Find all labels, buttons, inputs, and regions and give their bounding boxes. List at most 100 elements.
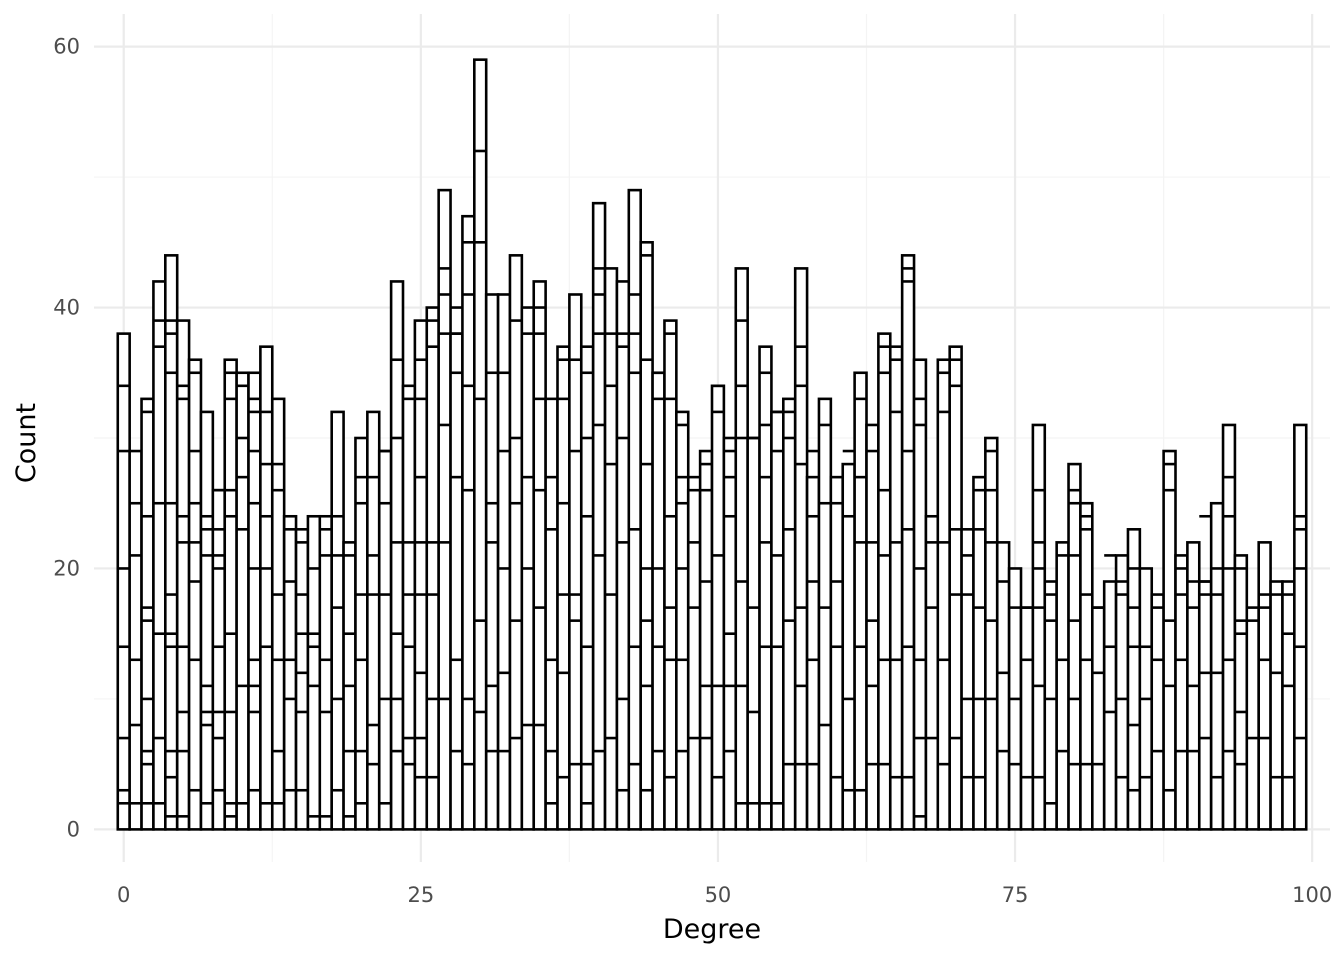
histogram-bar — [211, 488, 227, 831]
bar-outline — [675, 410, 690, 831]
histogram-bar — [128, 449, 143, 831]
bar-outline — [1221, 423, 1237, 831]
histogram-bar — [484, 293, 500, 831]
histogram-bar — [1138, 567, 1154, 831]
bar-outline — [449, 332, 464, 831]
bar-outline — [1162, 449, 1177, 831]
histogram-bar — [1126, 528, 1142, 831]
bar-outline — [686, 488, 702, 831]
bar-outline — [282, 514, 298, 831]
histogram-bar — [793, 267, 809, 831]
histogram-bar — [306, 514, 322, 831]
histogram-bar — [187, 358, 203, 831]
x-axis-title: Degree — [663, 914, 761, 945]
bar-outline — [556, 345, 571, 831]
bar-outline — [1079, 501, 1094, 831]
y-tick-label: 0 — [67, 817, 80, 841]
bar-outline — [496, 293, 512, 831]
bar-outline — [116, 332, 131, 831]
histogram-bar — [1162, 449, 1177, 831]
bar-outline — [912, 358, 928, 831]
bar-outline — [1043, 580, 1058, 831]
bar-outline — [746, 436, 761, 831]
y-axis-title: Count — [11, 403, 42, 483]
histogram-bar — [865, 423, 880, 831]
histogram-bar — [389, 280, 405, 831]
bar-outline — [354, 436, 369, 831]
histogram-bar — [710, 384, 726, 831]
histogram-bar — [1043, 580, 1058, 831]
histogram-bar — [401, 384, 417, 831]
x-tick-label: 100 — [1292, 883, 1332, 907]
histogram-bar — [1150, 593, 1165, 831]
bar-outline — [318, 514, 333, 831]
bar-outline — [259, 345, 274, 831]
bar-outline — [710, 384, 726, 831]
histogram-bar — [1186, 541, 1201, 831]
bar-outline — [603, 267, 619, 831]
bar-outline — [758, 345, 773, 831]
bar-outline — [473, 58, 488, 831]
bar-outline — [389, 280, 405, 831]
histogram-bar — [591, 201, 607, 831]
histogram-bar — [995, 541, 1011, 831]
histogram-bar — [282, 514, 298, 831]
histogram-bar — [1067, 462, 1082, 831]
bar-outline — [793, 267, 809, 831]
histogram-bar — [568, 293, 583, 831]
bar-outline — [1031, 423, 1047, 831]
histogram-bar — [770, 410, 785, 831]
bar-outline — [1055, 541, 1070, 831]
histogram-bar — [199, 410, 215, 831]
histogram-bar — [888, 345, 904, 831]
histogram-bar — [473, 58, 488, 831]
histogram-bar — [972, 475, 987, 831]
histogram-bar — [1114, 554, 1130, 831]
histogram-bar — [1091, 606, 1106, 831]
y-tick-label: 60 — [53, 35, 80, 59]
bar-outline — [413, 319, 429, 831]
bar-outline — [651, 371, 666, 831]
histogram-bar — [948, 345, 963, 831]
bar-outline — [568, 293, 583, 831]
histogram-bar — [1233, 554, 1249, 831]
bar-outline — [437, 188, 452, 831]
histogram-bar — [1019, 606, 1035, 831]
bar-outline — [484, 293, 500, 831]
bar-outline — [1126, 528, 1142, 831]
histogram-bar — [164, 254, 179, 831]
histogram-bar — [900, 254, 916, 831]
histogram-bar — [294, 528, 310, 831]
bar-outline — [425, 306, 440, 831]
bar-outline — [960, 528, 975, 831]
bar-outline — [734, 267, 749, 831]
histogram-bar — [259, 345, 274, 831]
histogram-bar — [1102, 554, 1118, 831]
histogram-bars — [116, 58, 1308, 831]
bar-outline — [1067, 462, 1082, 831]
histogram-bar — [152, 280, 167, 831]
bar-outline — [461, 214, 476, 831]
bar-outline — [294, 528, 310, 831]
histogram-bar — [223, 358, 238, 831]
histogram-bar — [544, 397, 559, 831]
histogram-bar — [1209, 501, 1225, 831]
bar-outline — [627, 188, 642, 831]
histogram-bar — [639, 241, 654, 831]
histogram-bar — [461, 214, 476, 831]
bar-outline — [1197, 580, 1213, 831]
bar-outline — [698, 449, 714, 831]
histogram-bar — [686, 475, 702, 831]
bar-outline — [936, 358, 951, 831]
histogram-bar — [603, 267, 619, 831]
bar-outline — [1233, 554, 1249, 831]
bar-outline — [1209, 501, 1225, 831]
histogram-bar — [330, 410, 345, 831]
histogram-bar — [984, 436, 999, 831]
bar-outline — [377, 449, 393, 831]
x-tick-label: 75 — [1002, 883, 1029, 907]
histogram-bar — [508, 254, 524, 831]
bar-outline — [199, 410, 215, 831]
bar-outline — [1281, 580, 1296, 831]
